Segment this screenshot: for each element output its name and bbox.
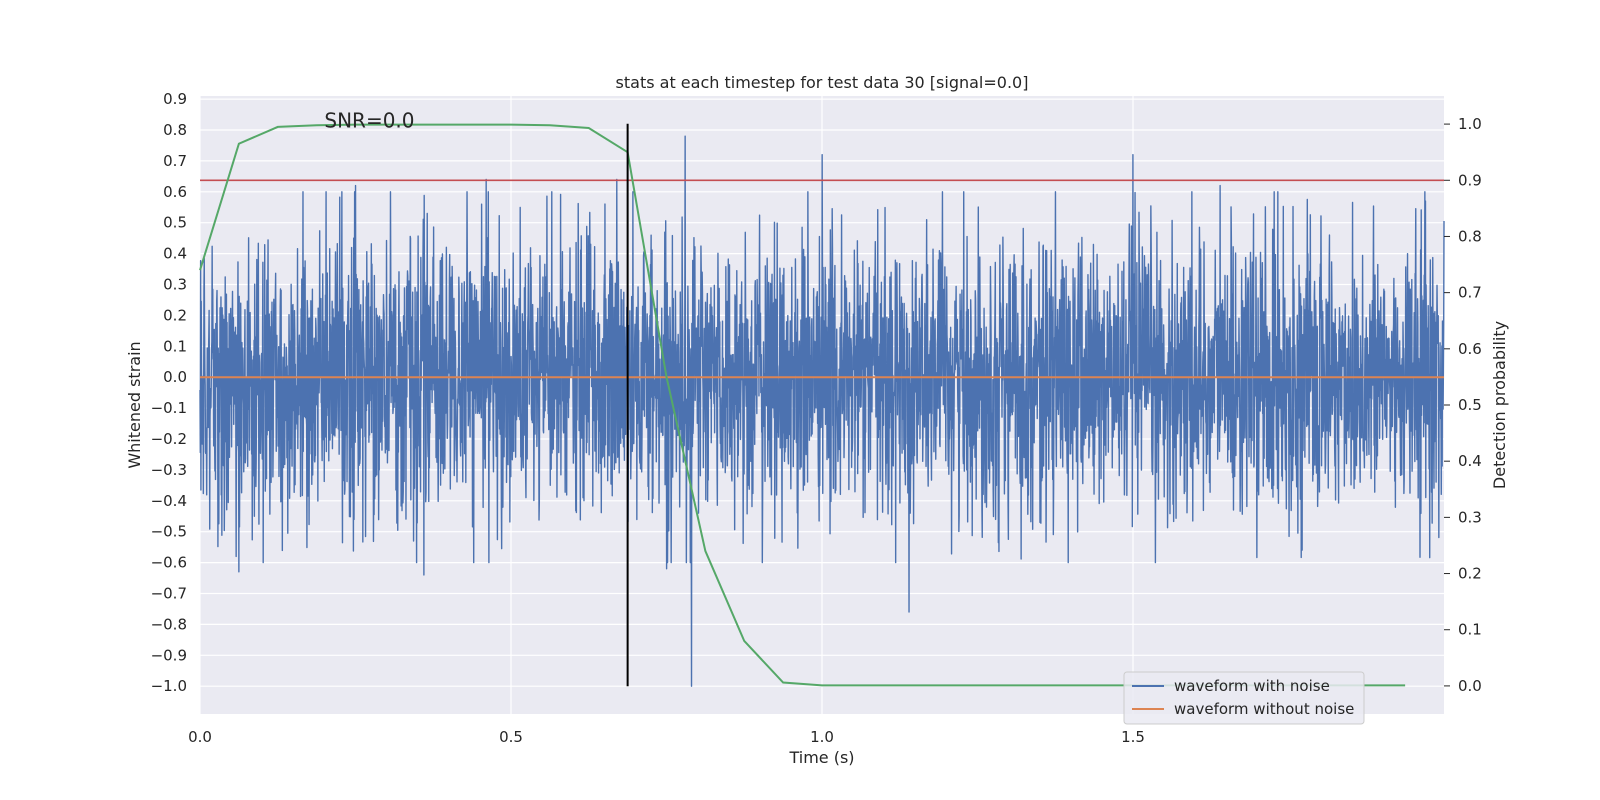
y-tick-label: −0.1 xyxy=(151,399,187,417)
y2-tick-label: 0.9 xyxy=(1458,171,1482,189)
y-tick-label: 0.2 xyxy=(163,306,187,324)
y-tick-label: 0.5 xyxy=(163,214,187,232)
y2-tick-label: 1.0 xyxy=(1458,115,1482,133)
y-tick-label: −0.5 xyxy=(151,523,187,541)
y-tick-label: −0.6 xyxy=(151,554,187,572)
y2-tick-label: 0.4 xyxy=(1458,452,1482,470)
y2-tick-label: 0.1 xyxy=(1458,621,1482,639)
y2-tick-label: 0.8 xyxy=(1458,227,1482,245)
x-tick-label: 0.0 xyxy=(188,728,212,746)
x-tick-label: 1.0 xyxy=(810,728,834,746)
y-tick-label: 0.9 xyxy=(163,90,187,108)
x-tick-label: 1.5 xyxy=(1121,728,1145,746)
y-tick-label: −1.0 xyxy=(151,677,187,695)
y2-tick-label: 0.6 xyxy=(1458,340,1482,358)
y-tick-label: 0.1 xyxy=(163,337,187,355)
series-waveform-with-noise xyxy=(199,135,1445,687)
y-tick-label: 0.8 xyxy=(163,121,187,139)
y-tick-label: 0.6 xyxy=(163,183,187,201)
y-axis-ticks: 0.9 0.8 0.7 0.6 0.5 0.4 0.3 0.2 0.1 0.0 −0.1 −0.2 −0… xyxy=(151,90,187,695)
y-tick-label: 0.7 xyxy=(163,152,187,170)
y-tick-label: 0.3 xyxy=(163,275,187,293)
y-axis-label: Whitened strain xyxy=(125,341,144,468)
x-axis-label: Time (s) xyxy=(788,748,854,767)
y2-tick-label: 0.3 xyxy=(1458,508,1482,526)
x-tick-label: 0.5 xyxy=(499,728,523,746)
legend-box xyxy=(1123,671,1365,725)
y-tick-label: −0.4 xyxy=(151,492,187,510)
y2-tick-label: 0.5 xyxy=(1458,396,1482,414)
legend-label-noise: waveform with noise xyxy=(1174,677,1330,695)
y2-axis-label: Detection probability xyxy=(1490,321,1509,489)
y-tick-label: 0.0 xyxy=(163,368,187,386)
snr-annotation: SNR=0.0 xyxy=(324,109,414,133)
y2-tick-label: 0.7 xyxy=(1458,284,1482,302)
legend-label-clean: waveform without noise xyxy=(1174,700,1354,718)
legend: waveform with noise waveform without noi… xyxy=(1123,671,1365,725)
y-tick-label: −0.2 xyxy=(151,430,187,448)
y2-tick-label: 0.2 xyxy=(1458,565,1482,583)
chart-title: stats at each timestep for test data 30 … xyxy=(616,73,1029,92)
x-axis-ticks: 0.0 0.5 1.0 1.5 xyxy=(188,728,1145,746)
y-tick-label: 0.4 xyxy=(163,245,187,263)
y-tick-label: −0.9 xyxy=(151,646,187,664)
y2-tick-label: 0.0 xyxy=(1458,677,1482,695)
y-tick-label: −0.3 xyxy=(151,461,187,479)
y-tick-label: −0.8 xyxy=(151,615,187,633)
y-tick-label: −0.7 xyxy=(151,584,187,602)
y2-axis-ticks: 1.0 0.9 0.8 0.7 0.6 0.5 0.4 0.3 0.2 0.1 0.0 xyxy=(1444,115,1482,695)
